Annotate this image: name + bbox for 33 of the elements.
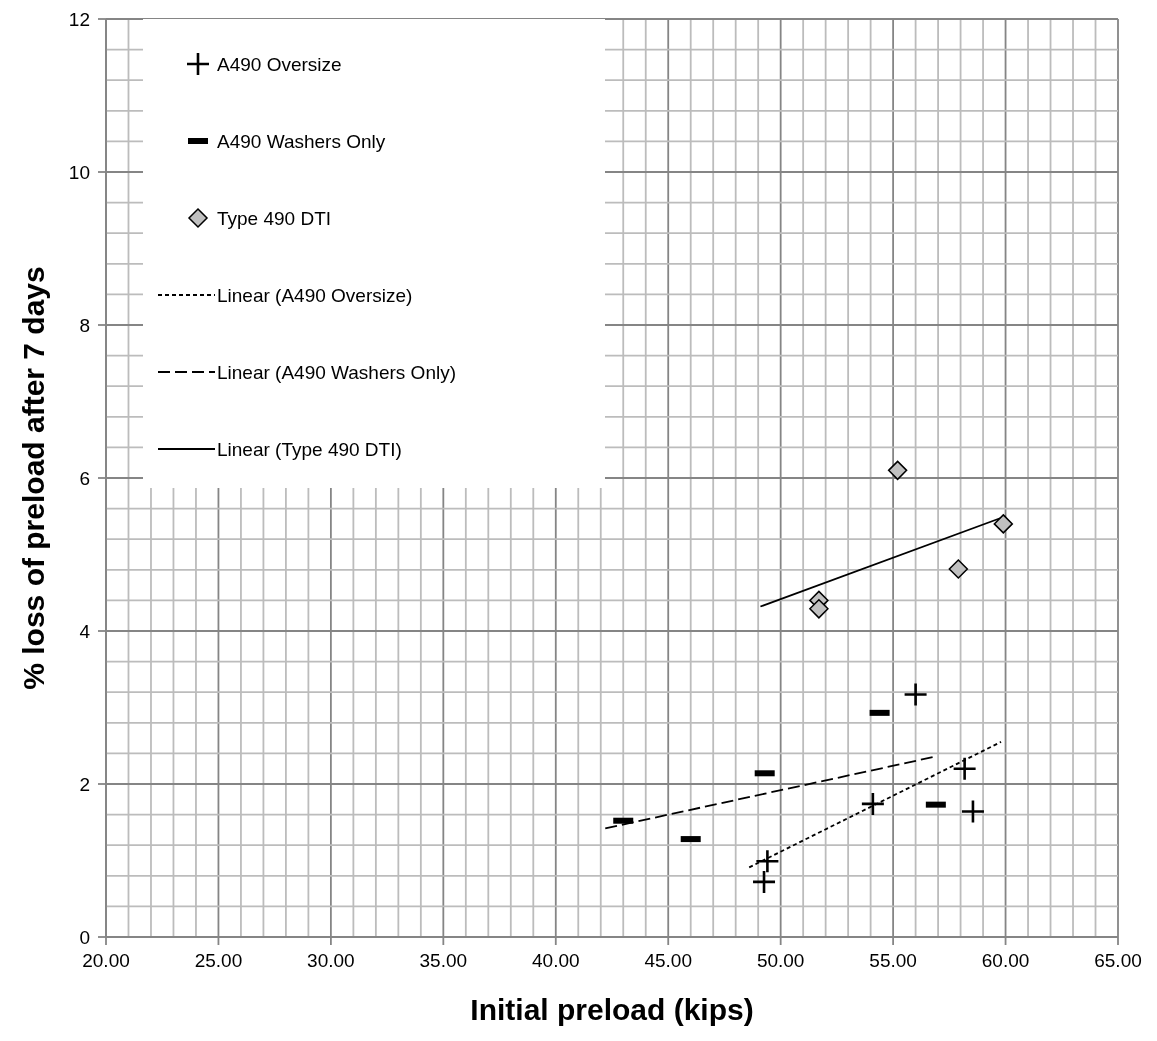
x-tick-label: 65.00 [1094, 950, 1142, 971]
y-tick-label: 4 [79, 620, 91, 642]
legend-label: Linear (A490 Oversize) [217, 284, 413, 306]
y-axis-title: % loss of preload after 7 days [17, 266, 50, 690]
point [809, 599, 829, 619]
x-axis-title: Initial preload (kips) [470, 993, 754, 1026]
x-tick-label: 35.00 [419, 950, 468, 971]
x-tick-label: 55.00 [869, 950, 917, 971]
y-tick-label: 0 [79, 926, 90, 948]
y-tick-label: 6 [79, 467, 90, 489]
x-tick-label: 25.00 [194, 950, 243, 971]
y-tick-label: 12 [68, 8, 90, 30]
legend-label: Linear (Type 490 DTI) [217, 438, 402, 460]
x-tick-label: 45.00 [644, 950, 692, 971]
legend-label: A490 Oversize [217, 53, 342, 75]
point [887, 460, 908, 481]
y-tick-label: 8 [79, 314, 90, 336]
legend-label: A490 Washers Only [217, 130, 386, 152]
point [993, 514, 1014, 534]
x-tick-label: 30.00 [307, 950, 355, 971]
point [756, 850, 779, 873]
legend-label: Linear (A490 Washers Only) [217, 361, 457, 383]
x-tick-label: 40.00 [532, 950, 580, 971]
legend-label: Type 490 DTI [217, 207, 332, 229]
point [904, 683, 927, 706]
y-tick-label: 10 [68, 161, 90, 183]
point [961, 800, 984, 823]
y-tick-label: 2 [79, 773, 90, 795]
x-tick-label: 50.00 [756, 950, 805, 971]
x-tick-label: 60.00 [981, 950, 1030, 971]
point [948, 559, 969, 579]
point [953, 757, 976, 780]
x-tick-label: 20.00 [82, 950, 130, 971]
